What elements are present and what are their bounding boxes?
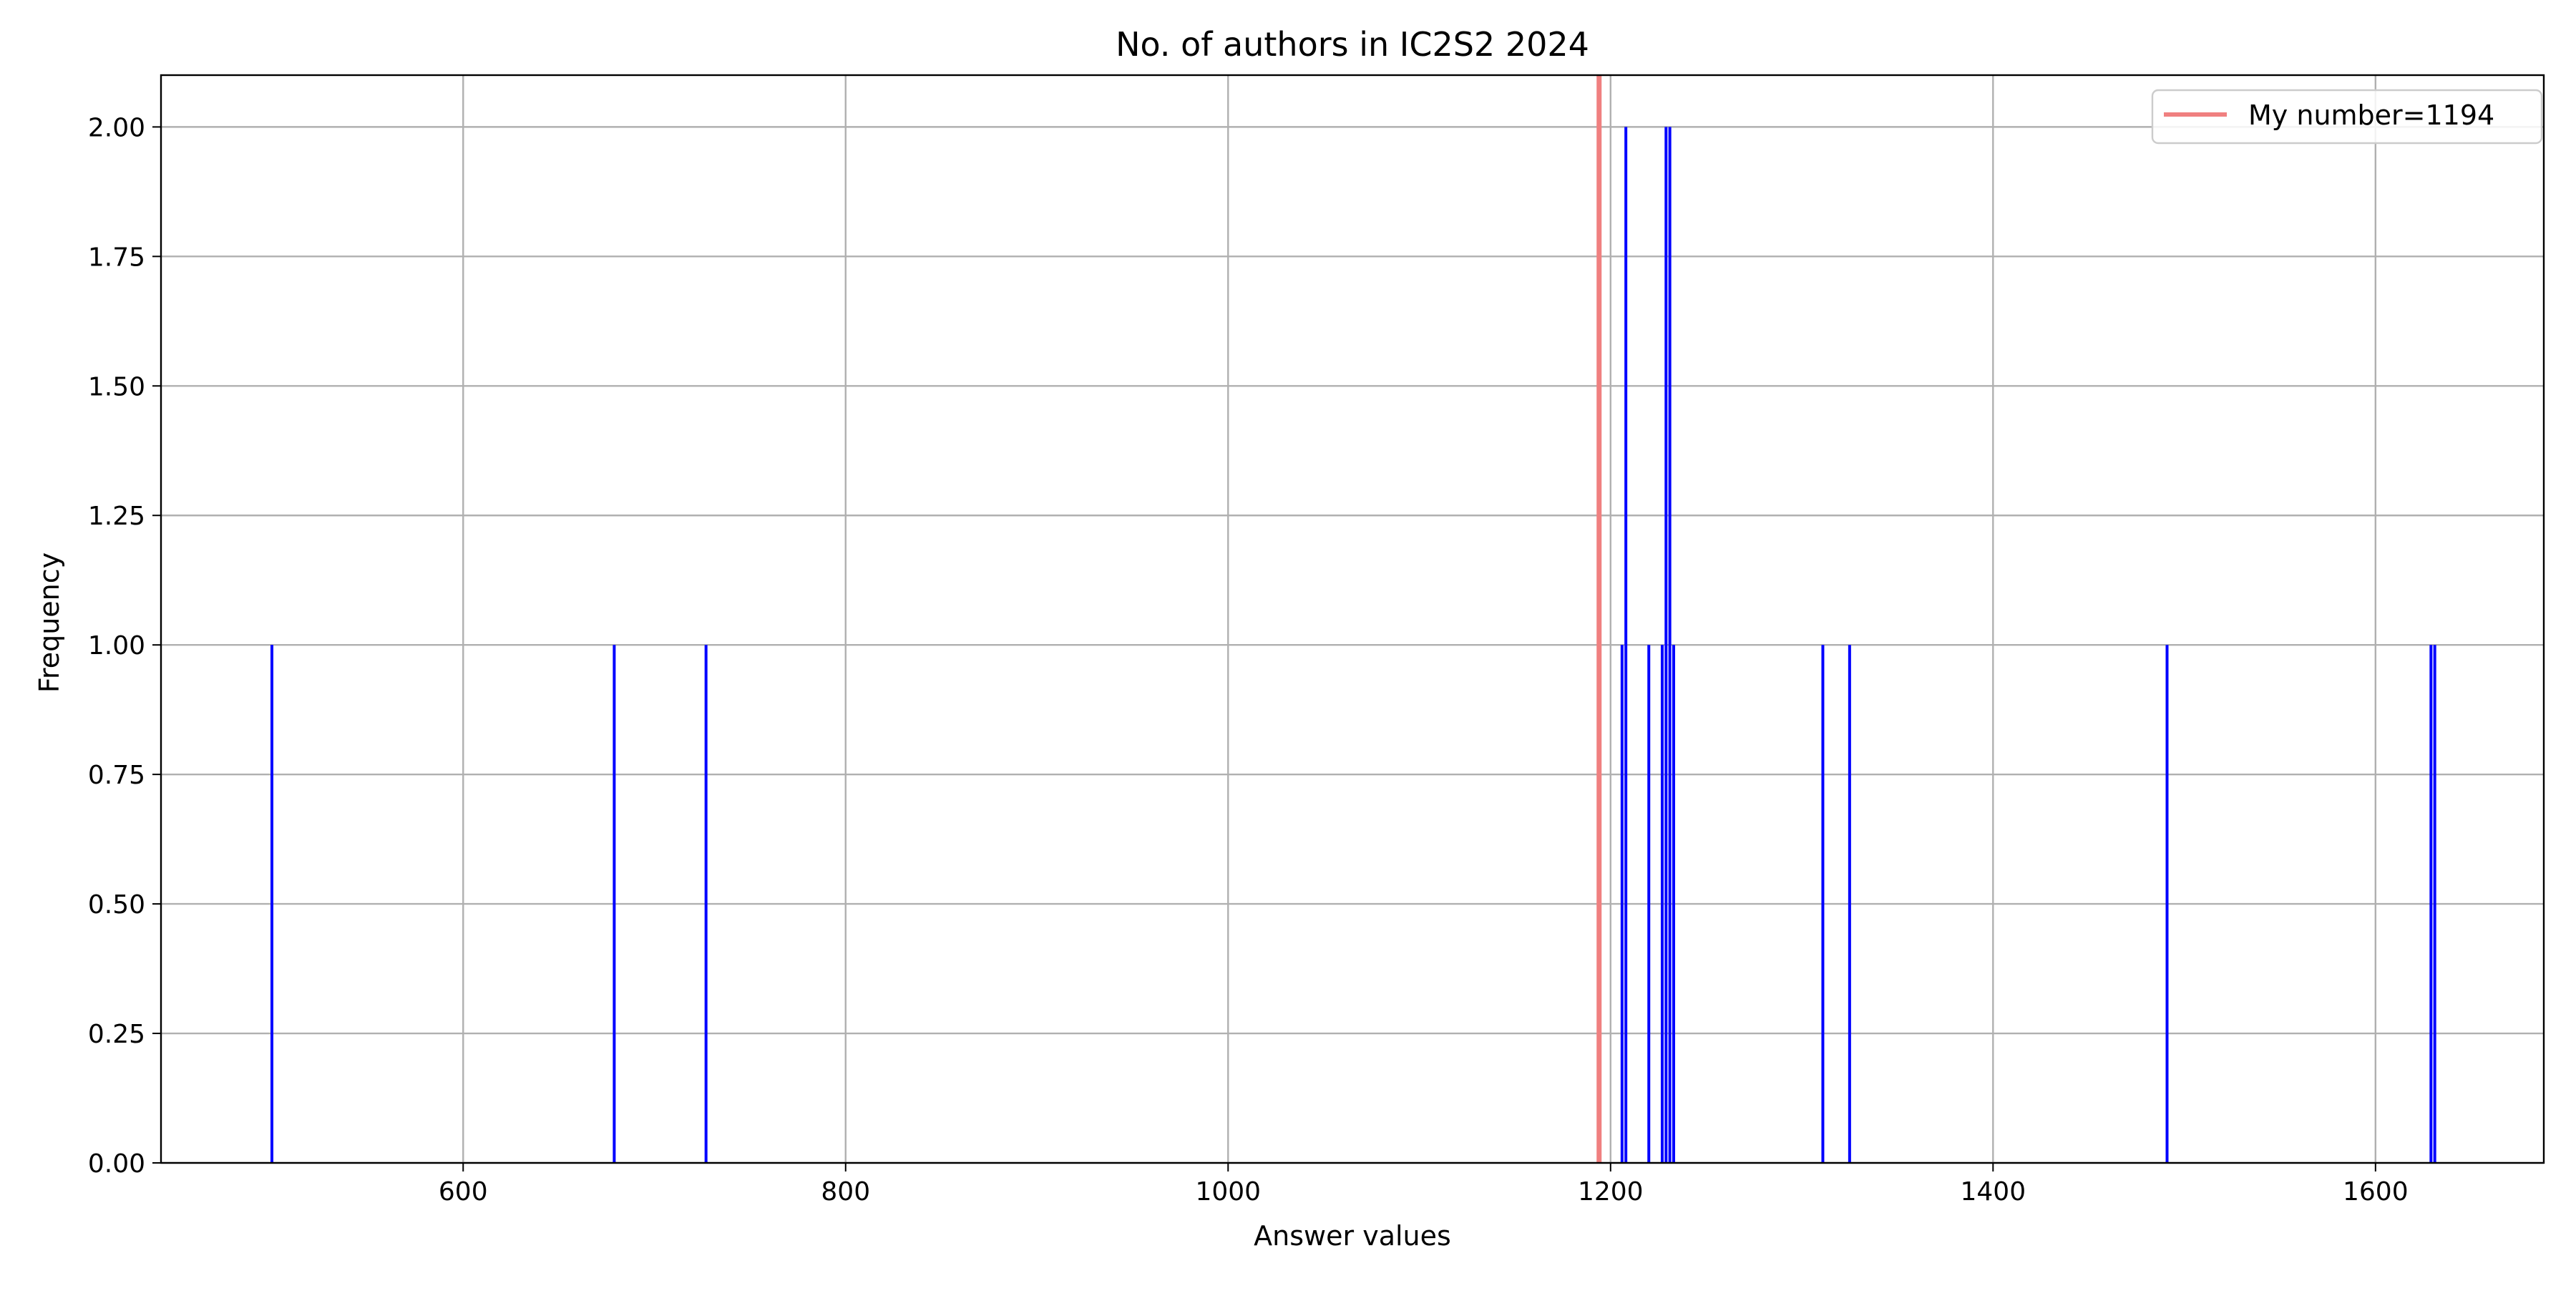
bars xyxy=(270,127,2436,1163)
histogram-bar xyxy=(1848,645,1851,1163)
histogram-bar xyxy=(1620,645,1624,1163)
axes-frame xyxy=(160,74,2545,1164)
histogram-bar xyxy=(2165,645,2169,1163)
x-tick-label: 800 xyxy=(821,1177,870,1207)
x-tick-label: 1600 xyxy=(2343,1177,2409,1207)
legend-box xyxy=(2151,89,2543,145)
legend-label: My number=1194 xyxy=(2248,99,2494,131)
x-tick-label: 1000 xyxy=(1195,1177,1261,1207)
histogram-bar xyxy=(1624,127,1628,1163)
y-tick-label: 2.00 xyxy=(88,113,145,142)
histogram-bar xyxy=(1821,645,1825,1163)
x-axis-label: Answer values xyxy=(1254,1220,1451,1252)
y-tick-label: 0.00 xyxy=(88,1149,145,1179)
grid-lines xyxy=(161,75,2544,1164)
x-tick-label: 1400 xyxy=(1960,1177,2026,1207)
histogram-bar xyxy=(1647,645,1651,1163)
x-tick-label: 1200 xyxy=(1578,1177,1644,1207)
legend: My number=1194 xyxy=(2151,89,2543,145)
histogram-bar xyxy=(1664,127,1668,1163)
histogram-bar xyxy=(1672,645,1675,1163)
chart-title: No. of authors in IC2S2 2024 xyxy=(1116,25,1589,64)
histogram-bar xyxy=(613,645,616,1163)
y-tick-label: 1.25 xyxy=(88,502,145,531)
y-tick-label: 0.75 xyxy=(88,761,145,790)
y-tick-label: 1.50 xyxy=(88,372,145,401)
y-tick-label: 0.50 xyxy=(88,890,145,920)
y-tick-label: 1.00 xyxy=(88,631,145,661)
histogram-bar xyxy=(270,645,274,1163)
y-axis-label: Frequency xyxy=(34,552,65,693)
histogram-bar xyxy=(704,645,708,1163)
x-axis-ticks: 600 800 1000 1200 1400 1600 xyxy=(439,1163,2409,1207)
histogram-bar xyxy=(2429,645,2433,1163)
histogram-bar xyxy=(1668,127,1672,1163)
y-tick-label: 0.25 xyxy=(88,1020,145,1049)
y-tick-label: 1.75 xyxy=(88,243,145,272)
y-axis-ticks: 0.00 0.25 0.50 0.75 1.00 1.25 1.50 1.75 2.00 xyxy=(88,113,161,1179)
x-tick-label: 600 xyxy=(439,1177,488,1207)
histogram-bar xyxy=(1660,645,1664,1163)
histogram-bar xyxy=(2433,645,2436,1163)
